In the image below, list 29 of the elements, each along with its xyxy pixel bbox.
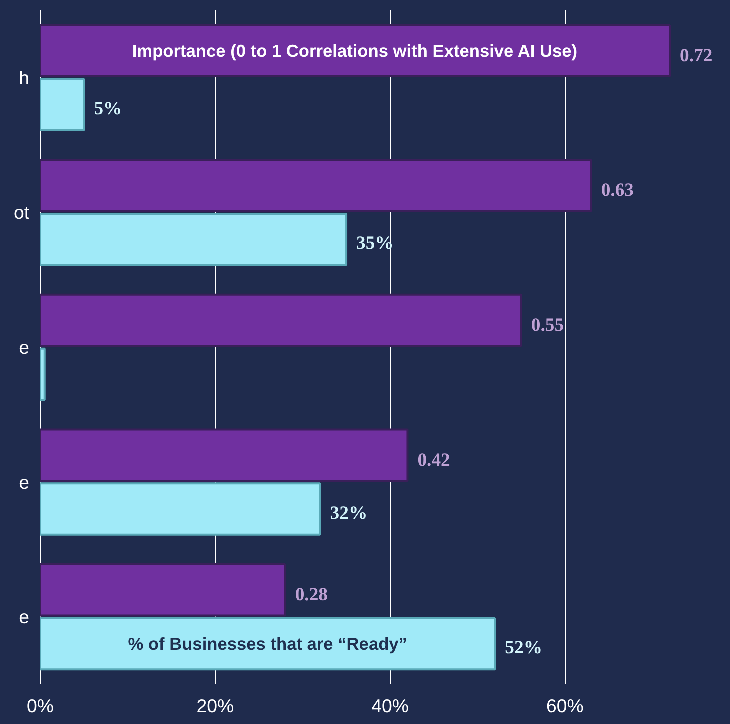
x-tick-label: 20%	[196, 696, 234, 716]
bar	[40, 564, 286, 617]
y-tick-label: ot	[14, 202, 30, 224]
bar	[40, 348, 46, 402]
bar	[40, 78, 86, 132]
x-tick-label: 40%	[372, 696, 409, 716]
y-tick-label: h	[19, 67, 30, 88]
y-tick-label: e	[19, 337, 30, 358]
series-label: Importance (0 to 1 Correlations with Extensive AI Use)	[132, 40, 578, 61]
bar	[40, 213, 348, 266]
bar	[40, 617, 496, 671]
bar	[40, 24, 672, 78]
data-label: 0.28	[295, 584, 328, 606]
series-label: % of Businesses that are “Ready”	[128, 634, 408, 654]
bar	[40, 159, 592, 212]
data-label: 0.55	[531, 315, 564, 336]
bar	[40, 428, 409, 482]
bar	[40, 294, 522, 348]
y-tick-label: e	[19, 606, 30, 628]
x-tick-label: 0%	[27, 696, 54, 716]
data-label: 0.72	[680, 45, 713, 66]
data-label: 0.42	[418, 450, 450, 471]
data-label: 0.63	[601, 180, 634, 202]
data-label: 5%	[94, 98, 122, 120]
bar	[40, 482, 322, 536]
data-label: 32%	[330, 502, 368, 524]
x-tick-label: 60%	[546, 696, 584, 716]
y-tick-label: e	[19, 472, 30, 493]
data-label: 52%	[505, 638, 542, 659]
